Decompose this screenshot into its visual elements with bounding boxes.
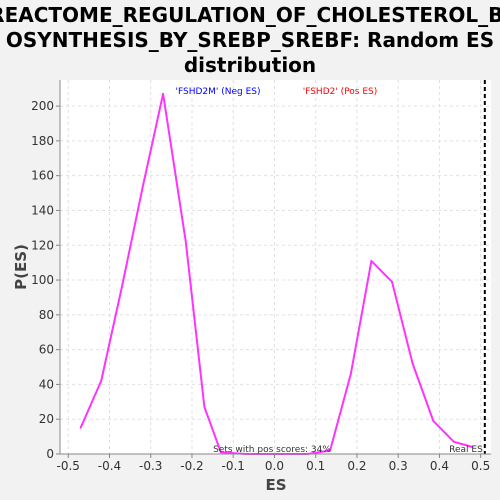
chart-title-line-2: OSYNTHESIS_BY_SREBP_SREBF: Random ES bbox=[6, 28, 494, 52]
data-point bbox=[329, 449, 332, 452]
x-tick-label: 0.1 bbox=[306, 459, 325, 473]
data-point bbox=[452, 440, 455, 443]
x-axis-ticks: -0.5 -0.4 -0.3 -0.2 -0.1 0.0 0.1 0.2 0.3 0.4 0.5 bbox=[57, 454, 490, 473]
data-point bbox=[391, 280, 393, 283]
x-tick-label: -0.3 bbox=[139, 459, 162, 473]
x-axis-label: ES bbox=[265, 476, 286, 494]
y-tick-label: 20 bbox=[39, 412, 54, 426]
legend-neg-es: 'FSHD2M' (Neg ES) bbox=[176, 87, 261, 97]
data-point bbox=[184, 240, 187, 243]
y-tick-label: 100 bbox=[31, 273, 54, 287]
data-point bbox=[203, 406, 206, 408]
legend-pos-es: 'FSHD2' (Pos ES) bbox=[303, 87, 378, 97]
y-tick-label: 80 bbox=[39, 308, 54, 322]
grid bbox=[60, 80, 491, 455]
x-tick-label: -0.2 bbox=[180, 459, 203, 473]
data-point bbox=[141, 186, 144, 189]
chart-title-line-3: distribution bbox=[184, 53, 316, 77]
chart-title-line-1: REACTOME_REGULATION_OF_CHOLESTEROL_BI bbox=[0, 3, 500, 27]
y-tick-label: 0 bbox=[46, 447, 54, 461]
plot-area bbox=[60, 80, 491, 454]
real-es-label: Real ES bbox=[449, 445, 483, 455]
y-tick-label: 200 bbox=[31, 99, 54, 113]
x-tick-label: 0.2 bbox=[347, 459, 366, 473]
x-tick-label: 0.0 bbox=[265, 459, 284, 473]
x-tick-label: 0.5 bbox=[471, 459, 490, 473]
x-tick-label: 0.3 bbox=[389, 459, 408, 473]
data-point bbox=[162, 93, 165, 95]
y-tick-label: 140 bbox=[31, 203, 54, 217]
x-tick-label: 0.4 bbox=[430, 459, 449, 473]
data-point bbox=[411, 362, 414, 365]
x-tick-label: -0.1 bbox=[222, 459, 245, 473]
y-tick-label: 60 bbox=[39, 343, 54, 357]
pos-scores-note: Sets with pos scores: 34% bbox=[213, 445, 331, 455]
data-point bbox=[471, 446, 474, 448]
y-tick-label: 40 bbox=[39, 377, 54, 391]
x-tick-label: -0.4 bbox=[98, 459, 121, 473]
x-tick-label: -0.5 bbox=[57, 459, 80, 473]
y-axis-ticks: 0 20 40 60 80 100 120 140 160 180 200 bbox=[31, 99, 60, 461]
data-point bbox=[432, 420, 435, 422]
data-point bbox=[219, 451, 222, 454]
data-point bbox=[370, 260, 373, 262]
data-point bbox=[349, 373, 352, 375]
data-point bbox=[79, 427, 82, 429]
y-tick-label: 120 bbox=[31, 238, 54, 252]
y-tick-label: 180 bbox=[31, 134, 54, 148]
data-point bbox=[120, 286, 123, 288]
data-point bbox=[100, 380, 103, 382]
y-tick-label: 160 bbox=[31, 169, 54, 183]
y-axis-label: P(ES) bbox=[12, 244, 30, 290]
